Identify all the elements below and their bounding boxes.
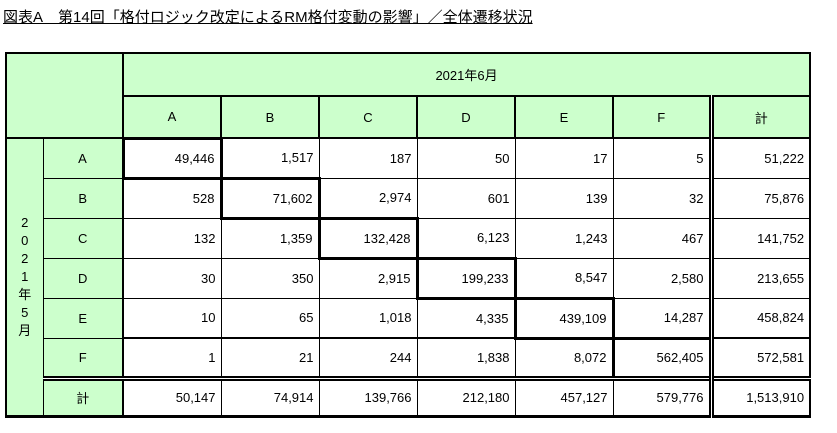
cell-B-B: 71,602	[219, 176, 321, 220]
row-group-header: 2 0 2 1 年 5 月	[5, 137, 44, 417]
row-group-char: 年	[18, 286, 32, 302]
col-header-F: F	[612, 95, 712, 139]
total-row-A: 51,222	[708, 137, 811, 179]
cell-E-A: 10	[122, 297, 222, 339]
cell-C-C: 132,428	[317, 216, 419, 260]
cell-F-E: 8,072	[514, 337, 614, 379]
total-row-F: 572,581	[708, 337, 811, 379]
cell-C-D: 6,123	[416, 217, 516, 259]
figure-title: 図表А 第14回「格付ロジック改定によるRM格付変動の影響」／全体遷移状況	[3, 9, 533, 26]
cell-E-D: 4,335	[416, 297, 516, 339]
cell-E-F: 14,287	[612, 297, 712, 339]
col-header-E: E	[514, 95, 614, 139]
row-header-C: C	[42, 217, 124, 259]
row-group-char: 2	[21, 214, 29, 230]
col-header-C: C	[318, 95, 418, 139]
cell-D-D: 199,233	[415, 256, 517, 300]
cell-B-E: 139	[514, 177, 614, 219]
grand-total: 1,513,910	[708, 375, 811, 417]
col-header-total: 計	[708, 95, 812, 139]
row-header-B: B	[42, 177, 124, 219]
cell-A-B: 1,517	[220, 137, 320, 179]
col-header-B: B	[220, 95, 320, 139]
cell-E-C: 1,018	[318, 297, 418, 339]
cell-B-D: 601	[416, 177, 516, 219]
cell-A-C: 187	[318, 137, 418, 179]
col-group-header: 2021年6月	[122, 52, 811, 97]
total-row-C: 141,752	[708, 217, 811, 259]
row-group-char: 月	[18, 322, 32, 338]
cell-A-E: 17	[514, 137, 614, 179]
total-row-E: 458,824	[708, 297, 811, 339]
total-col-E: 457,127	[514, 375, 614, 417]
row-header-D: D	[42, 257, 124, 299]
cell-D-C: 2,915	[318, 257, 418, 299]
corner-cell	[5, 52, 124, 139]
cell-D-A: 30	[122, 257, 222, 299]
cell-D-F: 2,580	[612, 257, 712, 299]
cell-A-D: 50	[416, 137, 516, 179]
row-group-char: 2	[21, 250, 29, 266]
cell-D-B: 350	[220, 257, 320, 299]
total-col-C: 139,766	[318, 375, 418, 417]
cell-B-C: 2,974	[318, 177, 418, 219]
cell-C-E: 1,243	[514, 217, 614, 259]
cell-B-A: 528	[122, 177, 222, 219]
cell-C-B: 1,359	[220, 217, 320, 259]
cell-A-F: 5	[612, 137, 712, 179]
cell-A-A: 49,446	[121, 136, 223, 180]
row-header-E: E	[42, 297, 124, 339]
cell-C-F: 467	[612, 217, 712, 259]
col-header-D: D	[416, 95, 516, 139]
total-col-F: 579,776	[612, 375, 712, 417]
total-row-B: 75,876	[708, 177, 811, 219]
cell-E-E: 439,109	[513, 296, 615, 340]
cell-F-C: 244	[318, 337, 418, 379]
cell-B-F: 32	[612, 177, 712, 219]
cell-F-B: 21	[220, 337, 320, 379]
cell-D-E: 8,547	[514, 257, 614, 299]
total-col-B: 74,914	[220, 375, 320, 417]
row-group-char: 5	[21, 304, 29, 320]
col-header-A: A	[122, 95, 222, 139]
total-col-A: 50,147	[122, 375, 222, 417]
cell-E-B: 65	[220, 297, 320, 339]
cell-F-A: 1	[122, 337, 222, 379]
total-row-D: 213,655	[708, 257, 811, 299]
total-col-D: 212,180	[416, 375, 516, 417]
cell-F-F: 562,405	[611, 336, 713, 380]
cell-F-D: 1,838	[416, 337, 516, 379]
row-header-A: A	[42, 137, 124, 179]
transition-matrix-table: 2021年6月 A B C D E F 計 2 0 2 1 年 5 月 A 49…	[5, 52, 812, 418]
cell-C-A: 132	[122, 217, 222, 259]
row-group-char: 1	[21, 268, 29, 284]
row-header-F: F	[42, 337, 124, 379]
total-row-header: 計	[42, 375, 124, 417]
row-group-char: 0	[21, 232, 29, 248]
